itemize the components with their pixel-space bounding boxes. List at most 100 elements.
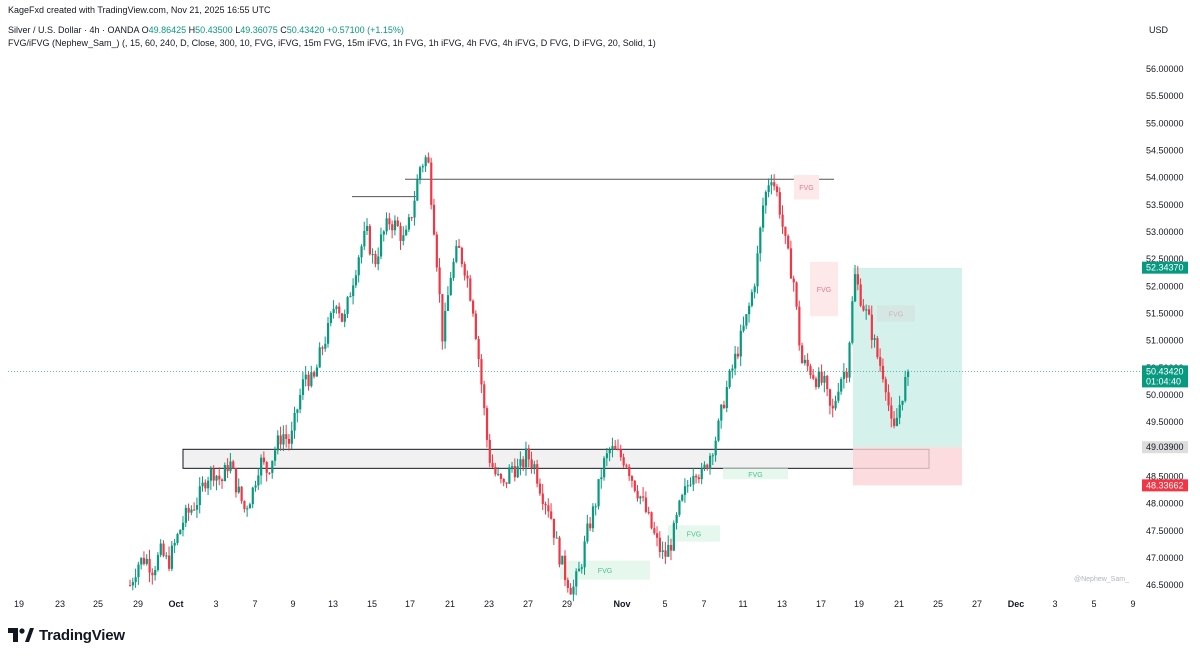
candle-body <box>432 204 436 235</box>
stop-loss-label: 48.33662 <box>1146 480 1184 490</box>
candle-body <box>134 577 137 583</box>
candle <box>541 483 544 511</box>
candle <box>148 549 151 583</box>
candle <box>527 444 530 468</box>
candle <box>382 230 385 242</box>
candle <box>170 540 174 572</box>
candle <box>681 493 684 502</box>
candle <box>778 187 781 219</box>
candle-body <box>279 435 282 445</box>
candle-body <box>552 518 556 538</box>
candle <box>647 506 650 515</box>
candle-body <box>427 157 430 163</box>
candle-body <box>193 509 196 511</box>
candle <box>377 247 380 271</box>
candle-body <box>600 477 603 480</box>
candle <box>234 468 238 498</box>
candle-body <box>449 277 452 296</box>
candle <box>591 503 595 533</box>
candle-body <box>299 394 302 410</box>
candle-body <box>675 514 678 524</box>
candle-body <box>787 235 790 249</box>
candle-body <box>366 225 369 231</box>
time-axis-tick: 5 <box>662 599 667 609</box>
candle <box>706 463 709 471</box>
candle-body <box>502 478 505 483</box>
price-chart[interactable]: 56.00000 55.50000 55.00000 54.50000 54.00000… <box>0 0 1200 620</box>
time-axis-tick: 21 <box>445 599 455 609</box>
candle-body <box>859 284 862 306</box>
candle-body <box>357 257 360 276</box>
candle-body <box>653 528 656 534</box>
time-axis-tick: Dec <box>1008 599 1025 609</box>
candle-body <box>405 229 408 236</box>
candle-body <box>831 405 834 409</box>
time-axis-tick: 19 <box>854 599 864 609</box>
candle <box>129 579 132 587</box>
candle <box>628 464 631 481</box>
candle <box>212 465 215 487</box>
candle-body <box>377 256 380 265</box>
candle <box>653 521 656 536</box>
candle <box>828 388 832 415</box>
candle-body <box>315 367 319 377</box>
candle <box>229 453 232 474</box>
last-price-label-countdown: 01:04:40 <box>1146 376 1181 386</box>
candle-body <box>753 286 756 293</box>
candle-body <box>842 372 846 380</box>
time-axis-tick: 13 <box>328 599 338 609</box>
price-axis-tick: 47.50000 <box>1146 526 1184 536</box>
candle-body <box>176 534 179 543</box>
candle-body <box>393 220 397 231</box>
time-axis-tick: 3 <box>213 599 218 609</box>
candle-body <box>343 314 346 322</box>
fvg-box <box>668 525 720 542</box>
candle-body <box>887 392 890 406</box>
candle-body <box>209 468 213 481</box>
candle-body <box>904 377 907 401</box>
candle-body <box>672 523 675 551</box>
currency-label[interactable]: USD <box>1149 25 1169 35</box>
candle <box>480 354 483 394</box>
candle-body <box>326 322 330 344</box>
candle <box>449 271 452 296</box>
indicator-legend[interactable]: FVG/iFVG (Nephew_Sam_) (, 15, 60, 240, D… <box>8 38 656 48</box>
candle-body <box>332 308 335 313</box>
candle-body <box>728 370 731 388</box>
candle <box>140 557 143 570</box>
candle <box>876 335 879 360</box>
candle <box>728 368 731 389</box>
candle <box>820 364 823 386</box>
candle-body <box>893 418 896 427</box>
candle <box>756 245 759 294</box>
candle-body <box>837 391 840 401</box>
tradingview-logo[interactable]: TradingView <box>8 625 125 645</box>
candle <box>630 475 634 488</box>
candle <box>603 456 606 481</box>
candle-body <box>416 179 419 201</box>
candle <box>391 220 394 239</box>
candle <box>463 261 466 281</box>
candle-body <box>257 475 260 486</box>
candle-body <box>725 387 728 409</box>
symbol-name[interactable]: Silver / U.S. Dollar · 4h · OANDA <box>8 25 140 35</box>
candle <box>611 437 614 458</box>
candle-body <box>446 295 450 311</box>
candle <box>432 198 436 236</box>
time-axis-tick: 3 <box>1052 599 1057 609</box>
candle-body <box>856 274 860 285</box>
time-axis-tick: 27 <box>523 599 533 609</box>
candle-body <box>215 475 218 481</box>
candle-body <box>739 330 742 357</box>
candle <box>276 430 279 455</box>
candle-body <box>391 224 394 231</box>
candle <box>720 404 723 429</box>
candle <box>775 183 779 197</box>
candle-body <box>619 449 622 458</box>
candle-body <box>572 586 575 595</box>
candle <box>792 275 795 292</box>
candle <box>304 366 307 387</box>
candle-body <box>770 182 773 186</box>
last-price-label: 50.43420 <box>1146 366 1184 376</box>
candle-body <box>379 234 383 257</box>
